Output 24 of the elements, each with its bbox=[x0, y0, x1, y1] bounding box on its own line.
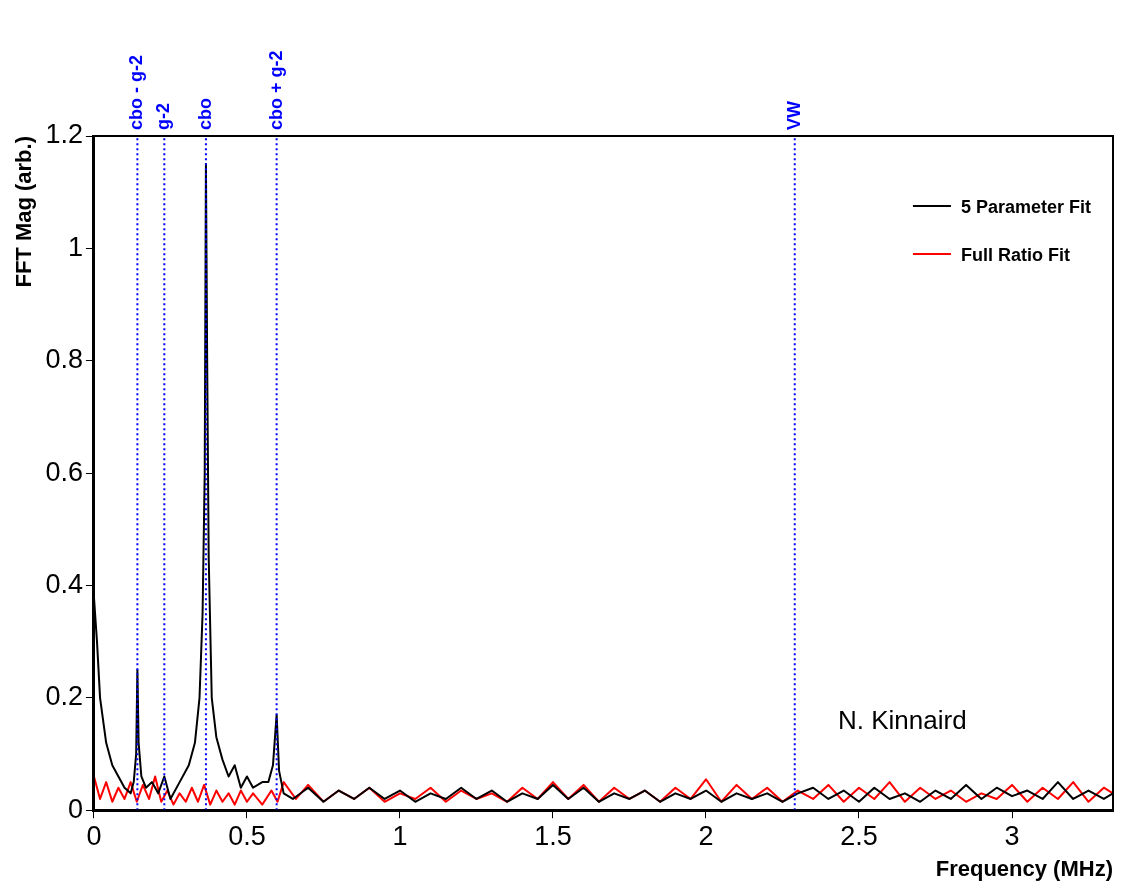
ref-line-label: cbo bbox=[194, 97, 215, 130]
y-tick-label: 0.8 bbox=[45, 344, 83, 375]
x-tick-label: 1 bbox=[392, 820, 408, 851]
x-tick-label: 0 bbox=[86, 820, 102, 851]
ref-line-label: VW bbox=[783, 100, 804, 130]
x-tick-label: 0.5 bbox=[228, 820, 266, 851]
x-tick-label: 1.5 bbox=[534, 820, 572, 851]
y-tick-label: 0.6 bbox=[45, 456, 83, 487]
y-tick-label: 1 bbox=[67, 231, 83, 262]
x-tick-label: 2 bbox=[698, 820, 714, 851]
x-tick-label: 2.5 bbox=[840, 820, 878, 851]
x-tick-label: 3 bbox=[1004, 820, 1020, 851]
y-tick-label: 0.4 bbox=[45, 568, 83, 599]
ref-line-label: g-2 bbox=[153, 103, 174, 130]
x-axis-title: Frequency (MHz) bbox=[935, 855, 1113, 881]
y-tick-label: 0.2 bbox=[45, 681, 83, 712]
y-tick-label: 1.2 bbox=[45, 119, 83, 150]
legend-label: 5 Parameter Fit bbox=[960, 196, 1092, 217]
legend-label: Full Ratio Fit bbox=[960, 244, 1070, 265]
ref-line-label: cbo - g-2 bbox=[126, 55, 147, 130]
ref-line-label: cbo + g-2 bbox=[265, 50, 286, 130]
y-tick-label: 0 bbox=[67, 793, 83, 824]
y-axis-title: FFT Mag (arb.) bbox=[11, 136, 37, 288]
annotation: N. Kinnaird bbox=[838, 705, 967, 736]
